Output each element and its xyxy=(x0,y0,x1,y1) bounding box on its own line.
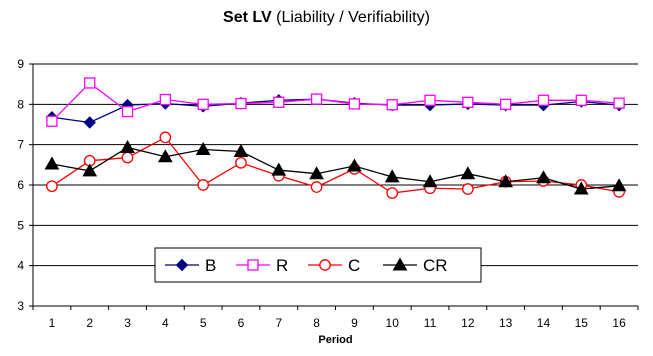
point-CR-6 xyxy=(233,144,249,158)
x-tick-label-14: 14 xyxy=(537,316,551,330)
point-CR-4 xyxy=(157,149,173,163)
x-axis-label: Period xyxy=(318,334,352,346)
x-tick-label-12: 12 xyxy=(461,316,475,330)
point-CR-9 xyxy=(347,158,362,172)
series-line-C xyxy=(51,136,620,194)
chart-title-main: Set LV xyxy=(223,9,272,26)
legend-label-C: C xyxy=(348,256,360,275)
point-CR-15 xyxy=(573,181,589,195)
point-CR-5 xyxy=(195,141,211,156)
x-axis-ticks: 1 2 3 4 5 6 7 8 9 10 11 12 13 14 15 16 xyxy=(32,306,639,330)
point-C-1 xyxy=(46,180,58,193)
point-R-1 xyxy=(46,115,58,127)
point-B-2 xyxy=(83,116,96,129)
legend-marker-CR xyxy=(392,257,408,271)
point-C-3 xyxy=(121,151,134,164)
point-CR-2 xyxy=(82,163,98,177)
x-tick-label-10: 10 xyxy=(386,316,400,330)
point-R-12 xyxy=(462,96,474,108)
series-group xyxy=(44,77,627,199)
series-line-B xyxy=(51,98,620,124)
legend-marker-B xyxy=(175,258,189,272)
series-CR xyxy=(44,139,627,195)
point-R-10 xyxy=(386,99,398,111)
point-C-10 xyxy=(386,187,399,199)
point-R-5 xyxy=(197,98,209,110)
legend-entry-R: R xyxy=(236,256,288,275)
point-CR-1 xyxy=(44,156,60,170)
point-C-5 xyxy=(197,179,210,191)
x-tick-label-7: 7 xyxy=(275,316,282,330)
point-CR-10 xyxy=(384,169,400,183)
grid-lines xyxy=(33,63,638,267)
x-tick-label-15: 15 xyxy=(575,316,589,330)
point-R-14 xyxy=(537,94,550,106)
point-CR-8 xyxy=(309,166,324,180)
point-R-11 xyxy=(424,94,436,106)
point-R-4 xyxy=(159,93,171,106)
point-R-7 xyxy=(273,96,285,108)
point-CR-11 xyxy=(422,174,438,188)
legend-label-B: B xyxy=(205,256,216,275)
legend-marker-C xyxy=(319,259,331,271)
point-R-6 xyxy=(235,97,247,110)
x-tick-label-6: 6 xyxy=(238,316,245,330)
point-CR-7 xyxy=(271,162,287,176)
point-R-16 xyxy=(613,97,625,109)
series-C xyxy=(46,131,625,199)
legend-entry-B: B xyxy=(165,256,216,275)
x-tick-label-2: 2 xyxy=(86,316,93,330)
point-R-13 xyxy=(500,98,512,110)
y-tick-label-3: 3 xyxy=(17,299,24,313)
legend-entry-CR: CR xyxy=(383,256,448,275)
chart-title: Set LV (Liability / Verifiability) xyxy=(0,9,653,27)
point-R-9 xyxy=(348,98,361,110)
y-tick-label-9: 9 xyxy=(17,57,24,71)
point-C-12 xyxy=(461,183,474,195)
x-tick-label-5: 5 xyxy=(200,316,207,330)
legend-marker-R xyxy=(247,259,259,271)
y-tick-label-6: 6 xyxy=(17,178,24,192)
point-CR-13 xyxy=(498,174,514,188)
x-tick-label-16: 16 xyxy=(612,316,626,330)
point-CR-14 xyxy=(536,170,551,184)
legend-entry-C: C xyxy=(308,256,360,275)
x-tick-label-1: 1 xyxy=(49,316,56,330)
chart-subtitle: (Liability / Verifiability) xyxy=(276,9,430,26)
y-axis-ticks: 3 4 5 6 7 8 9 xyxy=(17,57,33,313)
point-C-6 xyxy=(235,156,247,169)
x-tick-label-8: 8 xyxy=(313,316,320,330)
point-R-2 xyxy=(84,77,96,89)
x-tick-label-9: 9 xyxy=(351,316,358,330)
x-tick-label-4: 4 xyxy=(162,316,169,330)
point-R-3 xyxy=(121,105,134,118)
legend: B R C CR xyxy=(154,247,482,283)
legend-label-R: R xyxy=(276,256,288,275)
point-C-8 xyxy=(310,181,323,193)
x-tick-label-3: 3 xyxy=(124,316,131,330)
point-R-15 xyxy=(575,94,587,106)
x-tick-label-11: 11 xyxy=(424,316,437,330)
series-line-CR xyxy=(51,146,620,190)
y-tick-label-4: 4 xyxy=(17,259,24,273)
legend-label-CR: CR xyxy=(423,256,448,275)
y-tick-label-8: 8 xyxy=(17,97,24,111)
point-CR-3 xyxy=(120,139,135,153)
series-line-R xyxy=(51,82,620,122)
point-CR-16 xyxy=(611,178,627,192)
point-CR-12 xyxy=(460,166,476,180)
series-R xyxy=(46,77,625,127)
x-tick-label-13: 13 xyxy=(499,316,513,330)
y-tick-label-7: 7 xyxy=(17,138,24,152)
point-C-4 xyxy=(159,131,172,144)
y-tick-label-5: 5 xyxy=(17,218,24,232)
point-R-8 xyxy=(310,93,323,105)
